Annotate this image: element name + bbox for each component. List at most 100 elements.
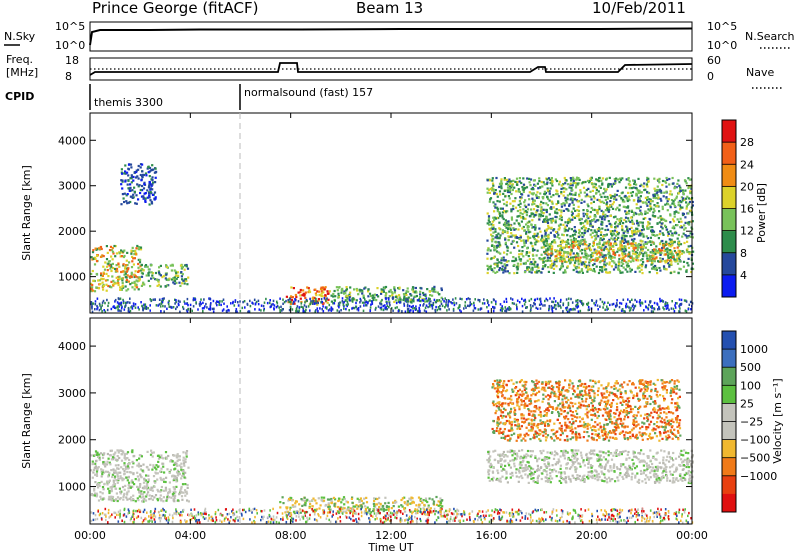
scatter-cell [566, 306, 569, 309]
scatter-cell [534, 243, 537, 246]
scatter-cell [336, 309, 339, 312]
cpid-row: CPID themis 3300 normalsound (fast) 157 [5, 84, 373, 110]
scatter-cell [156, 472, 159, 475]
scatter-cell [639, 205, 642, 208]
scatter-cell [361, 292, 364, 295]
scatter-cell [112, 479, 115, 482]
scatter-cell [168, 481, 171, 484]
scatter-cell [486, 212, 489, 215]
scatter-cell [607, 185, 610, 188]
scatter-cell [320, 292, 323, 295]
scatter-cell [498, 221, 501, 224]
scatter-cell [359, 301, 361, 304]
scatter-cell [630, 468, 633, 471]
scatter-cell [588, 180, 591, 183]
scatter-cell [608, 271, 611, 274]
scatter-cell [630, 226, 633, 229]
scatter-cell [578, 193, 581, 196]
scatter-cell [185, 265, 188, 268]
scatter-cell [565, 188, 568, 191]
scatter-cell [655, 256, 658, 259]
scatter-cell [281, 309, 283, 312]
scatter-cell [130, 181, 133, 184]
scatter-cell [510, 216, 513, 219]
scatter-cell [488, 479, 491, 482]
scatter-cell [388, 290, 391, 293]
scatter-cell [560, 190, 563, 194]
scatter-cell [587, 462, 590, 465]
scatter-cell [616, 189, 619, 192]
scatter-cell [530, 306, 532, 309]
scatter-cell [653, 193, 656, 196]
scatter-cell [155, 464, 158, 467]
scatter-cell [574, 456, 577, 459]
scatter-cell [646, 257, 649, 260]
scatter-cell [360, 299, 362, 302]
scatter-cell [161, 462, 164, 465]
scatter-cell [506, 231, 509, 234]
scatter-cell [279, 297, 281, 300]
scatter-cell [546, 189, 549, 192]
scatter-cell [582, 226, 585, 229]
scatter-cell [175, 277, 178, 280]
scatter-cell [506, 227, 510, 231]
scatter-cell [120, 307, 123, 310]
nave-tick-top: 60 [707, 54, 721, 67]
scatter-cell [597, 235, 600, 238]
scatter-cell [131, 246, 134, 249]
scatter-cell [572, 216, 575, 219]
scatter-cell [132, 175, 135, 179]
scatter-cell [614, 263, 617, 266]
scatter-cell [534, 298, 536, 301]
scatter-cell [533, 235, 536, 238]
scatter-cell [337, 304, 340, 308]
scatter-cell [646, 185, 649, 188]
scatter-cell [580, 239, 583, 242]
scatter-cell [572, 454, 575, 457]
velocity-scatter-layer [90, 378, 694, 525]
scatter-cell [550, 264, 553, 267]
scatter-cell [408, 304, 411, 308]
scatter-cell [413, 291, 416, 294]
scatter-cell [592, 195, 595, 198]
scatter-cell [570, 197, 573, 200]
scatter-cell [675, 186, 678, 189]
scatter-cell [668, 265, 671, 268]
scatter-cell [529, 184, 532, 187]
scatter-cell [558, 209, 561, 212]
scatter-cell [672, 479, 675, 482]
scatter-cell [439, 304, 441, 308]
scatter-cell [650, 243, 653, 246]
scatter-cell [202, 301, 204, 305]
scatter-cell [632, 231, 635, 234]
scatter-cell [599, 298, 602, 301]
scatter-cell [499, 234, 502, 237]
scatter-cell [642, 228, 645, 231]
scatter-cell [182, 279, 185, 282]
scatter-cell [523, 299, 525, 302]
scatter-cell [691, 200, 694, 204]
scatter-cell [128, 471, 131, 474]
scatter-cell [362, 309, 365, 312]
scatter-cell [413, 300, 415, 303]
scatter-cell [647, 208, 650, 211]
scatter-cell [176, 305, 178, 309]
scatter-cell [124, 275, 127, 278]
scatter-cell [496, 258, 499, 261]
scatter-cell [133, 257, 136, 260]
scatter-cell [564, 271, 567, 274]
scatter-cell [179, 489, 182, 492]
scatter-cell [315, 297, 317, 301]
scatter-cell [558, 180, 561, 183]
scatter-cell [113, 282, 116, 285]
scatter-cell [92, 279, 95, 282]
scatter-cell [175, 456, 179, 459]
scatter-cell [93, 487, 96, 490]
scatter-cell [638, 270, 641, 273]
scatter-cell [569, 235, 572, 238]
scatter-cell [606, 215, 609, 218]
scatter-cell [152, 466, 155, 469]
scatter-cell [661, 299, 663, 302]
scatter-cell [533, 241, 537, 244]
scatter-cell [95, 495, 98, 498]
